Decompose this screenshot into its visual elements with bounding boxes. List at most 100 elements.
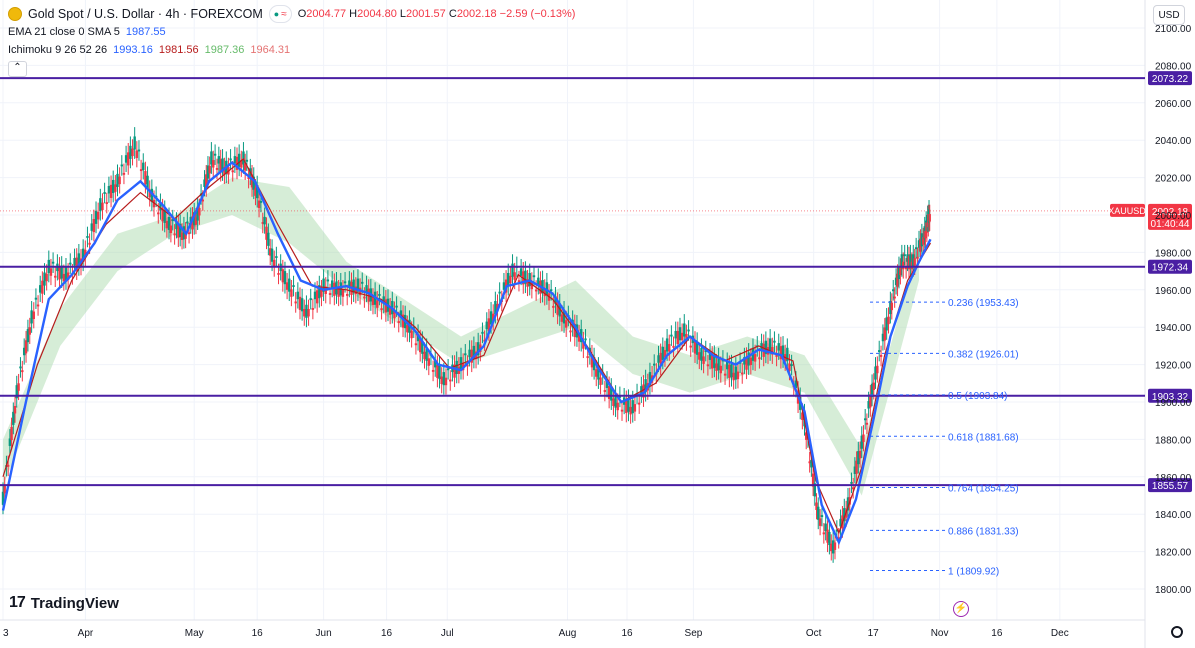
candle-body: [872, 382, 875, 391]
candle-body: [828, 531, 831, 546]
candle-body: [19, 366, 22, 369]
ichimoku-spanB-value: 1964.31: [250, 44, 291, 56]
candle-body: [237, 153, 241, 167]
candle-body: [171, 219, 174, 222]
candle-body: [205, 174, 208, 188]
symbol-legend: Gold Spot / U.S. Dollar · 4h · FOREXCOM …: [8, 5, 575, 23]
candle-body: [51, 261, 55, 264]
candle-body: [449, 379, 452, 382]
candle-body: [376, 300, 379, 308]
candle-body: [910, 261, 914, 270]
ema-value: 1987.55: [125, 26, 166, 38]
candle-body: [436, 364, 439, 378]
candle-body: [790, 364, 793, 367]
y-tick-label: 1840.00: [1155, 510, 1192, 521]
price-tag-countdown: 01:40:44: [1151, 219, 1190, 230]
ema-legend[interactable]: EMA 21 close 0 SMA 5 1987.55: [8, 26, 166, 38]
candle-body: [15, 385, 18, 399]
candle-body: [283, 271, 287, 285]
candle-body: [674, 330, 677, 339]
candle-body: [169, 225, 173, 233]
candle-body: [907, 256, 911, 270]
change-value: −2.59 (−0.13%): [499, 8, 576, 20]
gear-icon[interactable]: [1171, 626, 1183, 638]
candle-body: [198, 207, 201, 216]
level-tag-label: 1855.57: [1152, 481, 1189, 492]
candle-body: [213, 153, 217, 156]
candle-body: [788, 363, 791, 371]
collapse-legend-button[interactable]: ⌃: [8, 61, 27, 77]
x-tick-label: Aug: [559, 628, 577, 639]
candle-body: [726, 361, 729, 370]
candle-body: [749, 357, 753, 366]
lightning-event-icon[interactable]: ⚡: [953, 601, 969, 617]
symbol-title[interactable]: Gold Spot / U.S. Dollar · 4h · FOREXCOM: [28, 7, 263, 21]
candle-body: [194, 217, 198, 225]
candle-body: [472, 345, 476, 359]
candle-body: [794, 380, 798, 388]
fib-level-label: 1 (1809.92): [948, 566, 999, 577]
candle-body: [233, 156, 237, 164]
candle-body: [196, 207, 199, 221]
candle-body: [330, 280, 334, 288]
candle-body: [229, 158, 232, 161]
candle-body: [34, 297, 38, 300]
candle-body: [889, 301, 892, 315]
open-value: 2004.77: [306, 8, 347, 20]
candle-body: [680, 332, 684, 341]
candle-body: [833, 542, 837, 550]
candle-body: [254, 188, 257, 196]
y-tick-label: 1980.00: [1155, 248, 1192, 259]
candle-body: [105, 202, 108, 205]
candle-body: [21, 370, 24, 373]
tradingview-logo[interactable]: 17 TradingView: [9, 594, 119, 612]
candle-body: [764, 340, 768, 354]
candle-body: [846, 497, 850, 511]
candle-body: [281, 269, 285, 283]
fib-level-label: 0.382 (1926.01): [948, 349, 1019, 360]
candle-body: [22, 347, 26, 356]
candle-body: [1, 491, 5, 505]
market-status-pill[interactable]: ● ≈: [268, 5, 292, 23]
high-value: 2004.80: [357, 8, 397, 20]
candle-body: [423, 351, 426, 360]
candle-body: [109, 184, 113, 198]
candle-body: [865, 422, 869, 425]
candle-body: [885, 317, 888, 331]
candle-body: [706, 364, 710, 367]
ohlc-values: O2004.77 H2004.80 L2001.57 C2002.18 −2.5…: [297, 8, 576, 20]
gold-symbol-icon: [8, 7, 22, 21]
candle-body: [406, 324, 409, 333]
candle-body: [494, 301, 497, 315]
currency-button[interactable]: USD: [1153, 5, 1185, 25]
candle-body: [708, 352, 712, 360]
candle-body: [653, 363, 656, 366]
candle-body: [90, 223, 93, 231]
x-tick-label: Jun: [316, 628, 332, 639]
candle-body: [240, 160, 243, 168]
candle-body: [644, 379, 647, 393]
candle-body: [186, 221, 189, 224]
candle-body: [328, 293, 332, 295]
candle-body: [913, 258, 916, 266]
candle-body: [659, 352, 662, 367]
candle-body: [678, 327, 682, 341]
y-tick-label: 1860.00: [1155, 473, 1192, 484]
candle-body: [367, 288, 370, 302]
candle-body: [640, 386, 643, 394]
candle-body: [870, 383, 874, 397]
candle-body: [414, 343, 418, 346]
candle-body: [920, 233, 924, 247]
candle-body: [489, 311, 493, 325]
candle-body: [60, 265, 63, 279]
ichimoku-legend[interactable]: Ichimoku 9 26 52 26 1993.16 1981.56 1987…: [8, 44, 290, 56]
candle-body: [925, 230, 929, 233]
candle-body: [191, 216, 194, 230]
candle-body: [892, 289, 895, 292]
candle-body: [878, 350, 881, 352]
candle-body: [922, 237, 925, 245]
candle-body: [397, 321, 400, 323]
x-tick-label: 16: [381, 628, 393, 639]
candle-body: [924, 230, 927, 239]
